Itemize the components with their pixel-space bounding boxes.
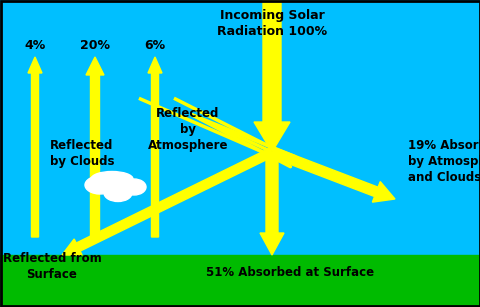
FancyArrow shape	[62, 148, 274, 255]
Text: Reflected
by Clouds: Reflected by Clouds	[49, 139, 114, 168]
FancyArrow shape	[260, 152, 283, 255]
Text: 6%: 6%	[144, 39, 165, 52]
Ellipse shape	[91, 172, 133, 186]
Text: 20%: 20%	[80, 39, 110, 52]
Text: 4%: 4%	[24, 39, 46, 52]
FancyArrow shape	[28, 57, 42, 237]
FancyArrow shape	[270, 147, 394, 202]
Text: Reflected from
Surface: Reflected from Surface	[2, 252, 101, 282]
Text: 19% Absorbed
by Atmosphere
and Clouds: 19% Absorbed by Atmosphere and Clouds	[407, 139, 480, 184]
FancyArrow shape	[86, 57, 104, 237]
Ellipse shape	[104, 185, 132, 201]
Ellipse shape	[122, 179, 146, 195]
Bar	[0, 255, 480, 307]
Ellipse shape	[85, 176, 115, 194]
Text: Reflected
by
Atmosphere: Reflected by Atmosphere	[147, 107, 228, 152]
FancyArrow shape	[148, 57, 162, 237]
Text: 51% Absorbed at Surface: 51% Absorbed at Surface	[205, 266, 373, 278]
FancyArrow shape	[253, 0, 289, 152]
Text: Incoming Solar
Radiation 100%: Incoming Solar Radiation 100%	[216, 9, 326, 38]
